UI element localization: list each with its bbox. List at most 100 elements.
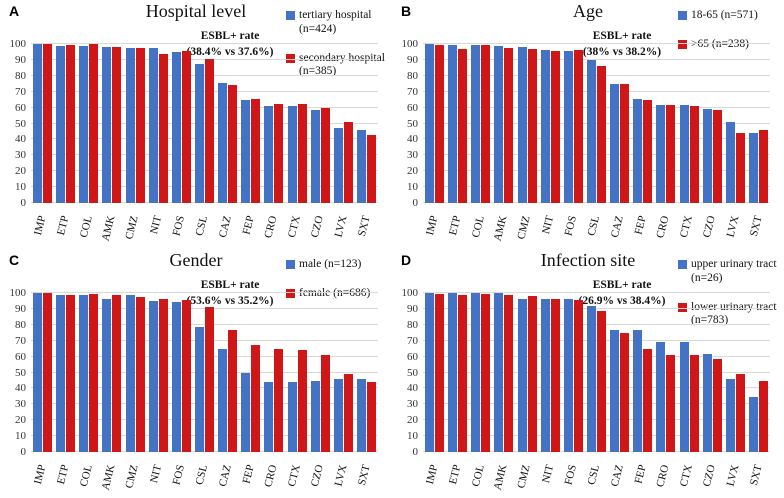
bar-nit-series2 — [158, 299, 168, 452]
bar-fos-series1 — [563, 299, 573, 452]
gridline — [423, 106, 770, 108]
x-label-cell: FEP — [632, 452, 652, 496]
x-label-cell: SXT — [356, 452, 376, 496]
bar-group-nit — [148, 293, 168, 452]
bar-imp-series2 — [435, 44, 444, 203]
gridline — [31, 154, 378, 156]
esbl-rate-annotation: ESBL+ rate (38.4% vs 37.6%) — [160, 29, 300, 60]
annotation-values: (38.4% vs 37.6%) — [186, 45, 274, 58]
bar-fep-series2 — [643, 348, 653, 452]
x-label-cell: AMK — [100, 203, 121, 247]
x-axis-label: CTX — [285, 214, 303, 239]
bar-nit-series1 — [148, 300, 158, 452]
bar-etp-series2 — [66, 44, 76, 203]
x-label-cell: FEP — [240, 203, 260, 247]
y-tick-label: 50 — [15, 117, 26, 130]
y-tick-label: 70 — [15, 85, 26, 98]
bar-amk-series1 — [494, 46, 504, 203]
gridline — [31, 387, 378, 389]
bar-imp-series1 — [33, 44, 42, 203]
bar-group-fos — [171, 293, 191, 452]
bar-lvx-series1 — [725, 378, 735, 452]
bar-group-csl — [194, 44, 214, 203]
bar-group-amk — [102, 293, 122, 452]
x-axis-label: CZO — [701, 463, 719, 488]
bar-caz-series1 — [610, 329, 620, 452]
bar-nit-series2 — [158, 53, 168, 203]
x-axis-label: AMK — [491, 463, 510, 492]
bar-group-imp — [33, 293, 52, 452]
x-label-cell: LVX — [724, 203, 745, 247]
x-label-cell: CMZ — [515, 203, 537, 247]
bar-imp-series2 — [435, 293, 444, 452]
panel-a: A Hospital level ESBL+ rate (38.4% vs 37.6%… — [0, 0, 392, 249]
x-label-cell: ETP — [55, 203, 75, 247]
bar-group-fep — [241, 293, 261, 452]
y-tick-label: 10 — [15, 430, 26, 443]
y-tick-label: 100 — [401, 38, 419, 50]
x-axis-label: FOS — [170, 463, 188, 487]
bar-group-sxt — [356, 293, 376, 452]
bar-group-amk — [494, 44, 514, 203]
gridline — [423, 371, 770, 373]
x-label-cell: LVX — [724, 452, 745, 496]
x-label-cell: FOS — [171, 203, 191, 247]
x-axis-label: CMZ — [515, 463, 533, 490]
annotation-heading: ESBL+ rate — [200, 279, 260, 291]
y-tick-label: 40 — [407, 133, 418, 146]
x-axis-label: NIT — [539, 214, 557, 236]
bar-lvx-series1 — [725, 121, 735, 203]
bar-csl-series2 — [596, 310, 606, 452]
x-label-cell: CAZ — [608, 203, 629, 247]
legend-item: male (n=123) — [286, 258, 390, 272]
x-axis-label: FOS — [562, 214, 580, 238]
bar-lvx-series2 — [343, 121, 353, 203]
x-axis-label: COL — [77, 214, 95, 239]
x-axis-label: COL — [77, 463, 95, 488]
bar-caz-series2 — [228, 84, 238, 203]
bar-group-imp — [425, 293, 444, 452]
bar-group-amk — [494, 293, 514, 452]
gridline — [423, 170, 770, 172]
esbl-rate-annotation: ESBL+ rate (53.6% vs 35.2%) — [160, 278, 300, 309]
bar-cro-series1 — [264, 382, 274, 452]
bar-czo-series1 — [310, 381, 320, 452]
bar-fep-series2 — [643, 100, 653, 203]
x-axis-label: CAZ — [216, 463, 234, 488]
bars-container — [423, 293, 770, 452]
x-label-cell: CTX — [678, 452, 699, 496]
bar-group-cro — [264, 293, 284, 452]
x-label-cell: NIT — [148, 203, 168, 247]
x-axis-label: CRO — [654, 463, 672, 489]
bar-cro-series2 — [666, 105, 676, 203]
bar-ctx-series1 — [679, 342, 689, 452]
gridline — [31, 186, 378, 188]
bar-lvx-series1 — [333, 128, 343, 203]
bar-ctx-series2 — [689, 355, 699, 452]
x-axis-label: IMP — [31, 214, 49, 237]
bar-czo-series2 — [712, 110, 722, 203]
bar-group-caz — [218, 293, 238, 452]
gridline — [31, 403, 378, 405]
legend-swatch-blue — [286, 260, 295, 269]
bar-group-nit — [540, 44, 560, 203]
legend-swatch-red — [678, 39, 687, 49]
bar-group-lvx — [725, 44, 745, 203]
gridline — [423, 43, 770, 44]
bar-fos-series1 — [171, 51, 181, 203]
legend-swatch-blue — [678, 11, 687, 20]
x-label-cell: CTX — [286, 452, 307, 496]
x-axis-label: SXT — [747, 463, 765, 487]
bar-fos-series1 — [171, 301, 181, 452]
y-tick-label: 90 — [407, 302, 418, 315]
bar-group-csl — [586, 44, 606, 203]
y-tick-label: 70 — [407, 85, 418, 98]
bar-imp-series2 — [43, 293, 52, 452]
x-label-cell: AMK — [100, 452, 121, 496]
bar-group-sxt — [748, 44, 768, 203]
bar-csl-series1 — [194, 327, 204, 452]
x-axis-label: IMP — [423, 214, 441, 237]
bar-cro-series2 — [666, 355, 676, 452]
x-axis-label: CMZ — [123, 214, 141, 241]
